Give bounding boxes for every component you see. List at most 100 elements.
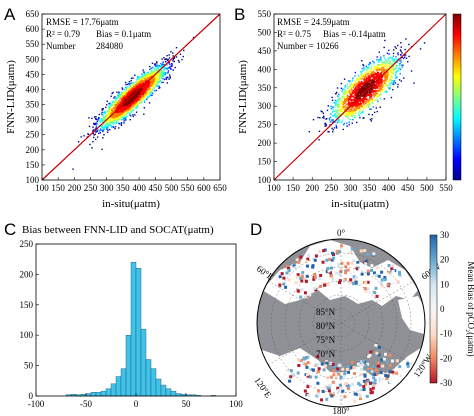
panel-1-point xyxy=(366,66,369,69)
panel-0-point xyxy=(150,85,152,87)
panel-1-point xyxy=(371,81,373,84)
map-bias-cell xyxy=(338,365,342,369)
panel-0-point xyxy=(161,65,164,67)
panel-0-point xyxy=(117,95,119,98)
panel-1-point xyxy=(376,76,378,78)
panel-1-point xyxy=(404,48,406,51)
map-bias-cell xyxy=(398,374,402,378)
panel-1-point xyxy=(353,108,355,111)
panel-1-point xyxy=(349,112,352,115)
panel-0-point xyxy=(152,71,154,73)
panel-0-point xyxy=(142,76,144,78)
panel-1-point xyxy=(362,96,365,98)
panel-1-point xyxy=(351,113,354,115)
panel-1-point xyxy=(354,104,356,106)
panel-1-point xyxy=(381,82,384,84)
panel-0-point xyxy=(136,78,138,81)
panel-0-point xyxy=(142,78,144,80)
panel-1-point xyxy=(355,94,358,97)
map-bias-cell xyxy=(320,284,324,288)
panel-a-xlabel: in-situ(μatm) xyxy=(102,198,160,210)
panel-0-point xyxy=(137,101,139,104)
map-bias-cell xyxy=(373,271,377,275)
panel-0-point xyxy=(138,94,140,97)
panel-1-point xyxy=(393,58,396,61)
panel-1-point xyxy=(363,105,365,107)
panel-1-point xyxy=(375,68,377,71)
panel-1-point xyxy=(360,71,362,73)
panel-1-point xyxy=(346,98,349,101)
panel-1-point xyxy=(340,115,343,117)
panel-1-point xyxy=(334,112,337,114)
map-bias-cell xyxy=(309,375,313,379)
panel-0-point xyxy=(157,74,159,76)
panel-0-point xyxy=(107,125,109,127)
panel-0-point xyxy=(128,96,130,99)
panel-d: 70°N 75°N 80°N 85°N 0° 60°W 120°W 180° 1… xyxy=(252,228,474,416)
panel-0-point xyxy=(92,130,94,132)
panel-0-point xyxy=(149,91,152,93)
panel-1-point xyxy=(389,78,391,80)
panel-0-ytick-label: 650 xyxy=(26,9,40,19)
panel-1-point xyxy=(337,100,340,102)
panel-1-point xyxy=(363,77,365,80)
panel-0-point xyxy=(138,99,141,101)
panel-1-point xyxy=(385,80,387,82)
panel-0-point xyxy=(173,57,175,59)
map-bias-cell xyxy=(325,270,329,274)
panel-1-point xyxy=(375,69,378,72)
panel-1-point xyxy=(343,95,345,98)
panel-0-point xyxy=(139,80,142,82)
panel-0-point xyxy=(164,73,166,76)
map-bias-cell xyxy=(350,247,354,251)
panel-0-point xyxy=(154,76,157,78)
map-bias-cell xyxy=(366,287,370,291)
panel-0-point xyxy=(143,93,145,95)
panel-0-point xyxy=(149,76,152,78)
panel-1-point xyxy=(383,62,385,64)
panel-0-point xyxy=(110,118,112,121)
panel-1-point xyxy=(344,86,346,88)
panel-1-point xyxy=(354,71,357,74)
panel-0-point xyxy=(135,84,137,86)
map-bias-cell xyxy=(297,358,301,362)
panel-0-point xyxy=(116,105,118,108)
panel-1-point xyxy=(392,52,395,55)
panel-0-point xyxy=(115,105,117,107)
panel-1-point xyxy=(384,79,387,81)
panel-0-point xyxy=(137,106,139,108)
panel-1-point xyxy=(359,100,361,102)
panel-1-point xyxy=(396,67,398,69)
panel-1-point xyxy=(365,91,368,93)
panel-0-point xyxy=(183,49,185,52)
panel-1-point xyxy=(344,109,346,111)
panel-1-point xyxy=(338,121,340,123)
panel-1-point xyxy=(388,74,390,76)
panel-1-point xyxy=(391,67,394,69)
panel-1-point xyxy=(356,92,359,94)
panel-0-point xyxy=(136,98,139,100)
panel-0-point xyxy=(140,93,142,96)
panel-0-point xyxy=(101,129,104,131)
panel-0-point xyxy=(98,130,101,132)
histogram-bar xyxy=(170,390,177,397)
map-bias-cell xyxy=(376,266,380,270)
panel-0-point xyxy=(127,86,129,88)
panel-0-point xyxy=(141,91,144,94)
map-bias-cell xyxy=(325,376,329,380)
panel-0-point xyxy=(143,75,146,78)
map-bias-cell xyxy=(383,276,387,280)
panel-0-point xyxy=(108,108,110,111)
panel-0-point xyxy=(128,96,130,98)
panel-0-point xyxy=(124,117,126,119)
panel-1-point xyxy=(337,109,340,111)
panel-0-point xyxy=(121,114,124,116)
panel-1-point xyxy=(349,90,351,92)
map-bias-cell xyxy=(298,263,302,267)
panel-1-point xyxy=(354,91,356,94)
panel-1-point xyxy=(387,84,389,87)
map-frame xyxy=(256,238,426,408)
map-bias-cell xyxy=(354,280,358,284)
panel-0-point xyxy=(148,80,150,82)
panel-1-point xyxy=(348,90,350,93)
